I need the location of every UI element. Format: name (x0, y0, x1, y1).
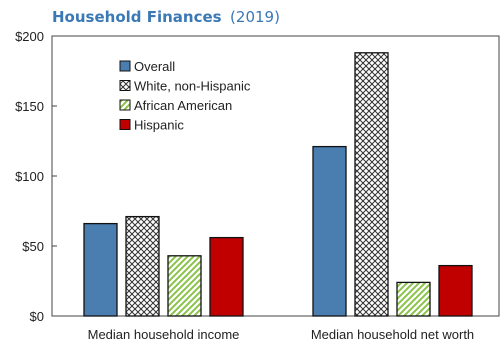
legend-swatch (119, 60, 131, 72)
plot-frame (51, 35, 500, 317)
x-category-label: Median household income (88, 327, 240, 342)
y-tick-label: $100 (15, 169, 44, 184)
bar (354, 52, 389, 317)
bar (167, 255, 202, 317)
y-tick-label: $200 (15, 29, 44, 44)
y-tick-label: $0 (30, 309, 44, 324)
bar (125, 215, 160, 317)
bar (396, 281, 431, 317)
bar (209, 236, 244, 317)
legend-label: Hispanic (134, 118, 184, 133)
bar (438, 264, 473, 317)
x-category-label: Median household net worth (311, 327, 474, 342)
chart-title: Household Finances (2019) (52, 8, 280, 26)
y-tick-label: $150 (15, 99, 44, 114)
legend-swatch (119, 80, 131, 91)
legend-label: Overall (134, 59, 175, 74)
legend-swatch (119, 119, 131, 130)
legend-label: African American (134, 98, 232, 113)
bar (312, 145, 347, 317)
legend-swatch (119, 99, 131, 111)
plot-area: $0 $50 $100 $150 $200 Median household income… (15, 29, 500, 342)
bar (83, 222, 118, 317)
legend-label: White, non-Hispanic (134, 79, 251, 94)
y-tick-label: $50 (22, 239, 44, 254)
